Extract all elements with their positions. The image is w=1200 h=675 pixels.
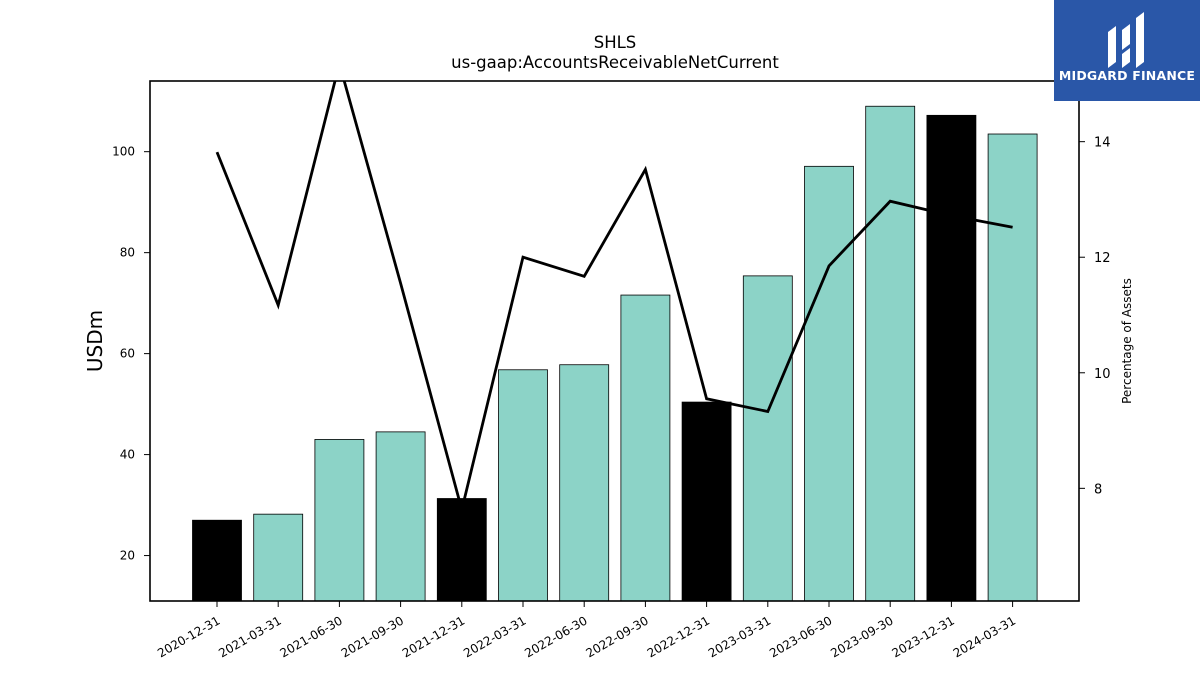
- x-tick-label: 2022-03-31: [461, 613, 528, 660]
- percentage-line: [215, 81, 1013, 511]
- x-tick-label: 2023-03-31: [706, 613, 773, 660]
- bar-2021-06-30: [314, 439, 365, 602]
- y2-tick-label: 14: [1094, 136, 1111, 151]
- y2-tick-label: 8: [1094, 482, 1102, 497]
- x-tick-label: 2022-06-30: [522, 613, 589, 660]
- x-tick-label: 2021-09-30: [339, 613, 406, 660]
- chart-title: SHLS: [594, 33, 637, 52]
- midgard-finance-logo: MIDGARD FINANCE: [1054, 0, 1200, 101]
- y-tick-label: 60: [120, 347, 135, 361]
- bar-2023-06-30: [804, 165, 854, 602]
- x-tick-label: 2024-03-31: [951, 613, 1018, 660]
- y2-tick-label: 10: [1094, 367, 1111, 382]
- bars-layer: [192, 105, 1038, 602]
- bar-2021-12-31: [436, 498, 487, 602]
- x-tick-label: 2020-12-31: [155, 613, 222, 660]
- bar-2022-03-31: [498, 369, 548, 602]
- midgard-logo-icon: [1108, 12, 1144, 68]
- x-tick-label: 2023-06-30: [767, 613, 834, 660]
- line-layer: [215, 81, 1013, 511]
- x-tick-label: 2021-03-31: [216, 613, 283, 660]
- x-tick-label: 2021-06-30: [277, 613, 344, 660]
- bar-2022-06-30: [559, 364, 610, 602]
- bar-2020-12-31: [192, 519, 242, 602]
- bar-2023-03-31: [742, 275, 793, 602]
- bar-2021-03-31: [253, 513, 304, 602]
- bar-2023-12-31: [926, 114, 977, 602]
- y-axis-label: USDm: [83, 310, 107, 372]
- x-tick-label: 2021-12-31: [400, 613, 467, 660]
- y2-axis-label: Percentage of Assets: [1120, 278, 1134, 404]
- bar-2022-12-31: [681, 401, 732, 602]
- logo-text: MIDGARD FINANCE: [1058, 68, 1196, 83]
- bar-2023-09-30: [865, 105, 916, 602]
- bar-2022-09-30: [620, 294, 671, 602]
- y-tick-label: 100: [112, 145, 135, 159]
- y2-tick-label: 12: [1094, 251, 1111, 266]
- y-tick-label: 40: [120, 448, 135, 462]
- x-tick-label: 2023-12-31: [889, 613, 956, 660]
- bar-2024-03-31: [987, 133, 1038, 602]
- bar-2021-09-30: [375, 431, 426, 602]
- y-tick-label: 20: [120, 549, 135, 563]
- x-tick-label: 2023-09-30: [828, 613, 895, 660]
- plot-frame: [149, 80, 1080, 602]
- y-tick-label: 80: [120, 246, 135, 260]
- chart-subtitle: us-gaap:AccountsReceivableNetCurrent: [451, 53, 779, 72]
- x-tick-label: 2022-12-31: [645, 613, 712, 660]
- x-tick-label: 2022-09-30: [583, 613, 650, 660]
